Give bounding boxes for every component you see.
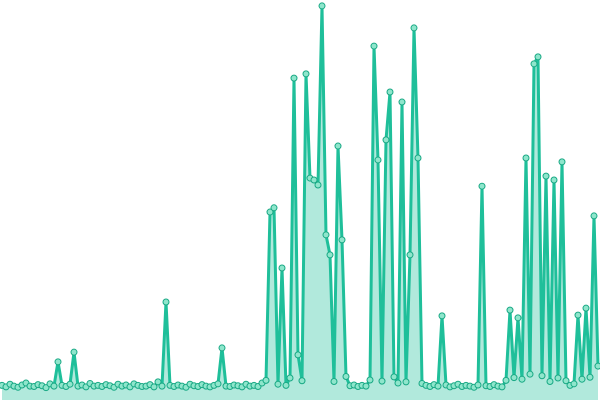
point (274, 380, 282, 388)
point (322, 231, 330, 239)
point (510, 374, 518, 382)
point (266, 208, 274, 216)
point (398, 98, 406, 106)
point (270, 204, 278, 212)
point (326, 251, 334, 259)
point (578, 375, 586, 383)
point (518, 375, 526, 383)
point (574, 311, 582, 319)
point (374, 156, 382, 164)
point (218, 344, 226, 352)
point (290, 74, 298, 82)
point (150, 383, 158, 391)
point (538, 372, 546, 380)
point (378, 377, 386, 385)
point (526, 370, 534, 378)
point (54, 358, 62, 366)
point (522, 154, 530, 162)
point (66, 380, 74, 388)
point (286, 374, 294, 382)
point (414, 154, 422, 162)
point (70, 348, 78, 356)
point (478, 182, 486, 190)
point (342, 372, 350, 380)
point (394, 379, 402, 387)
point (330, 378, 338, 386)
point (50, 382, 58, 390)
point (546, 378, 554, 386)
point (262, 376, 270, 384)
point (542, 172, 550, 180)
point (530, 60, 538, 68)
point (334, 142, 342, 150)
point (314, 181, 322, 189)
point (570, 380, 578, 388)
point (590, 212, 598, 220)
point (318, 2, 326, 10)
point (586, 373, 594, 381)
point (502, 376, 510, 384)
point (562, 377, 570, 385)
point (154, 378, 162, 386)
point (294, 351, 302, 359)
point (534, 53, 542, 61)
point (550, 176, 558, 184)
point (162, 298, 170, 306)
point (338, 236, 346, 244)
point (558, 158, 566, 166)
point (370, 42, 378, 50)
point (406, 251, 414, 259)
point (594, 362, 600, 370)
point (434, 382, 442, 390)
point (514, 314, 522, 322)
point (438, 312, 446, 320)
point (410, 24, 418, 32)
point (382, 136, 390, 144)
point (386, 88, 394, 96)
point (282, 381, 290, 389)
point (298, 377, 306, 385)
point (278, 264, 286, 272)
point (506, 306, 514, 314)
point (390, 373, 398, 381)
point (310, 176, 318, 184)
point (158, 382, 166, 390)
point (498, 383, 506, 391)
area (2, 5, 598, 400)
point (366, 376, 374, 384)
point (214, 380, 222, 388)
point (362, 382, 370, 390)
point (302, 70, 310, 78)
point (402, 378, 410, 386)
point (474, 381, 482, 389)
point (554, 374, 562, 382)
line (1, 4, 600, 390)
point (582, 304, 590, 312)
